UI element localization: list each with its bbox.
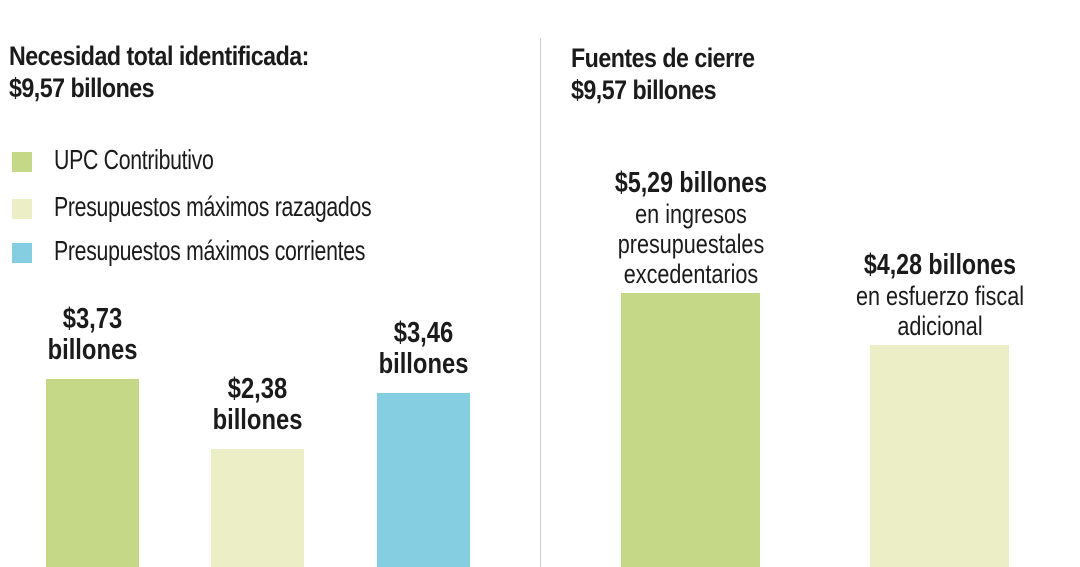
bar-value: $4,28 billones (863, 249, 1017, 282)
bar-esfuerzo-fiscal (870, 345, 1009, 567)
legend-label: Presupuestos máximos corrientes (54, 235, 366, 266)
left-chart-title: Necesidad total identificada: $9,57 bill… (9, 40, 309, 104)
bar-ingresos-excedentarios (621, 292, 760, 567)
bar-value: $5,29 billones (614, 166, 768, 199)
bar-presupuestos-razagados (211, 449, 304, 567)
bar-value-label-presupuestos-corrientes: $3,46 billones (374, 318, 473, 380)
bar-presupuestos-corrientes (377, 393, 470, 567)
bar-unit: billones (212, 404, 303, 437)
bar-description-line: en esfuerzo fiscal (855, 281, 1025, 312)
panel-divider (540, 38, 541, 567)
legend-swatch-presupuestos-corrientes (12, 243, 32, 263)
bar-value-label-ingresos-excedentarios: $5,29 billones en ingresos presupuestale… (587, 167, 795, 289)
bar-value: $3,46 (393, 317, 454, 350)
right-title-line1: Fuentes de cierre (571, 43, 755, 73)
bar-unit: billones (47, 334, 138, 367)
bar-description-line: presupuestales (617, 228, 765, 259)
legend-swatch-upc-contributivo (12, 152, 32, 172)
bar-value: $3,73 (62, 303, 123, 336)
bar-value-label-upc-contributivo: $3,73 billones (43, 304, 142, 366)
right-chart-title: Fuentes de cierre $9,57 billones (571, 42, 755, 106)
bar-unit: billones (378, 348, 469, 381)
bar-upc-contributivo (46, 379, 139, 567)
legend-label: UPC Contributivo (54, 144, 214, 175)
right-title-line2: $9,57 billones (571, 75, 717, 105)
left-panel: Necesidad total identificada: $9,57 bill… (9, 40, 473, 567)
bar-value: $2,38 (227, 373, 288, 406)
bar-value-label-esfuerzo-fiscal: $4,28 billones en esfuerzo fiscal adicio… (832, 249, 1048, 341)
legend-label: Presupuestos máximos razagados (54, 191, 372, 222)
bar-description-line: adicional (897, 311, 983, 342)
right-panel: Fuentes de cierre $9,57 billones $5,29 b… (541, 0, 1080, 567)
legend-swatch-presupuestos-razagados (12, 199, 32, 219)
bar-value-label-presupuestos-razagados: $2,38 billones (208, 374, 307, 436)
left-title-line1: Necesidad total identificada: (9, 41, 309, 71)
left-title-line2: $9,57 billones (9, 73, 155, 103)
bar-description-line: excedentarios (623, 258, 759, 289)
bar-description-line: en ingresos (635, 198, 747, 229)
